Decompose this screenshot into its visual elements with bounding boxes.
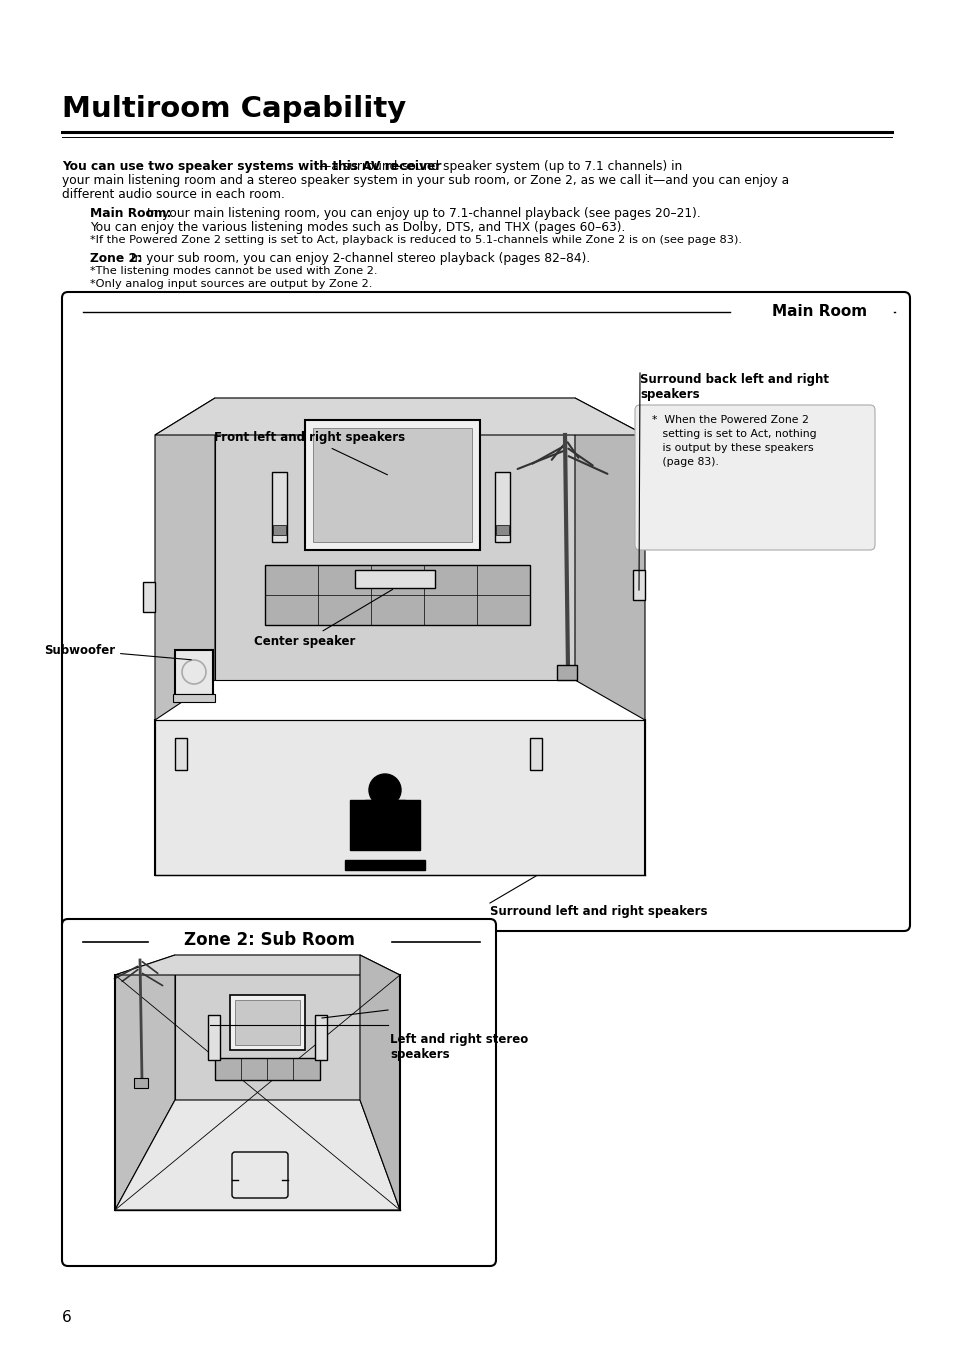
Text: You can use two speaker systems with this AV receiver: You can use two speaker systems with thi…: [62, 159, 441, 173]
Polygon shape: [154, 399, 644, 435]
Bar: [133, 1078, 148, 1088]
Bar: [305, 420, 479, 550]
Bar: [633, 570, 644, 600]
Bar: [174, 738, 187, 770]
Circle shape: [369, 774, 400, 807]
Polygon shape: [115, 1100, 399, 1210]
Text: *The listening modes cannot be used with Zone 2.: *The listening modes cannot be used with…: [90, 266, 377, 276]
Bar: [272, 471, 287, 542]
Text: —a surround-sound speaker system (up to 7.1 channels) in: —a surround-sound speaker system (up to …: [318, 159, 681, 173]
Text: Zone 2: Sub Room: Zone 2: Sub Room: [184, 931, 355, 948]
Text: different audio source in each room.: different audio source in each room.: [62, 188, 285, 201]
Bar: [208, 1015, 220, 1061]
Polygon shape: [575, 399, 644, 720]
Polygon shape: [365, 800, 405, 840]
Polygon shape: [154, 720, 644, 875]
Polygon shape: [115, 955, 174, 1210]
FancyBboxPatch shape: [62, 919, 496, 1266]
Polygon shape: [214, 399, 575, 680]
Polygon shape: [115, 955, 399, 975]
Text: Multiroom Capability: Multiroom Capability: [62, 95, 406, 123]
Text: In your main listening room, you can enjoy up to 7.1-channel playback (see pages: In your main listening room, you can enj…: [143, 207, 700, 220]
Text: *Only analog input sources are output by Zone 2.: *Only analog input sources are output by…: [90, 280, 372, 289]
Bar: [495, 471, 510, 542]
Text: Subwoofer: Subwoofer: [44, 643, 191, 659]
Text: You can enjoy the various listening modes such as Dolby, DTS, and THX (pages 60–: You can enjoy the various listening mode…: [90, 222, 625, 234]
Bar: [355, 570, 435, 588]
Text: Surround left and right speakers: Surround left and right speakers: [490, 905, 707, 917]
Text: *If the Powered Zone 2 setting is set to Act, playback is reduced to 5.1-channel: *If the Powered Zone 2 setting is set to…: [90, 235, 741, 245]
Bar: [172, 694, 214, 703]
Bar: [214, 1058, 319, 1079]
Polygon shape: [345, 861, 424, 870]
Text: Surround back left and right
speakers: Surround back left and right speakers: [639, 373, 828, 401]
Text: your main listening room and a stereo speaker system in your sub room, or Zone 2: your main listening room and a stereo sp…: [62, 174, 788, 186]
Polygon shape: [174, 955, 359, 1100]
Bar: [496, 526, 509, 535]
Bar: [557, 665, 577, 680]
Bar: [314, 1015, 327, 1061]
Text: Main Room:: Main Room:: [90, 207, 172, 220]
Bar: [230, 994, 305, 1050]
Polygon shape: [359, 955, 399, 1210]
Bar: [313, 428, 472, 542]
Bar: [530, 738, 541, 770]
FancyBboxPatch shape: [62, 292, 909, 931]
Text: Main Room: Main Room: [772, 304, 866, 319]
Text: 6: 6: [62, 1310, 71, 1325]
Bar: [234, 1000, 299, 1046]
Bar: [265, 565, 530, 626]
Text: Left and right stereo
speakers: Left and right stereo speakers: [390, 1034, 528, 1061]
Text: Front left and right speakers: Front left and right speakers: [214, 431, 405, 474]
Bar: [174, 650, 213, 694]
Text: *  When the Powered Zone 2
   setting is set to Act, nothing
   is output by the: * When the Powered Zone 2 setting is set…: [651, 415, 816, 467]
FancyBboxPatch shape: [635, 405, 874, 550]
Text: In your sub room, you can enjoy 2-channel stereo playback (pages 82–84).: In your sub room, you can enjoy 2-channe…: [127, 253, 590, 265]
Text: Zone 2:: Zone 2:: [90, 253, 142, 265]
Bar: [143, 582, 154, 612]
Text: Center speaker: Center speaker: [254, 589, 393, 648]
Polygon shape: [350, 800, 419, 850]
Bar: [273, 526, 286, 535]
Polygon shape: [154, 399, 214, 720]
